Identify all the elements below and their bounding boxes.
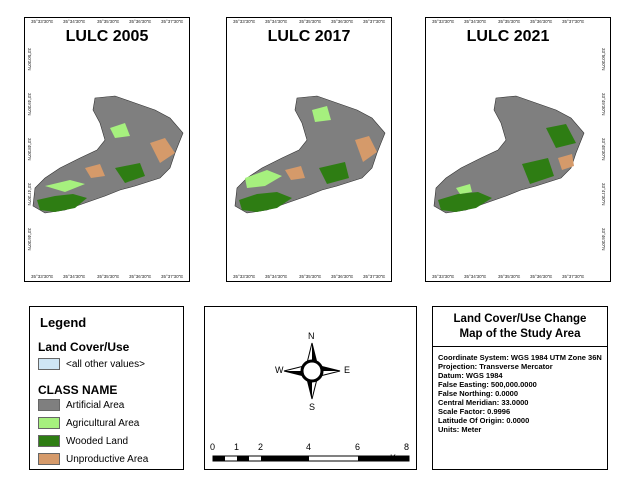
tick-top: 35°33'30"E (233, 19, 256, 24)
tick-top: 35°34'30"E (265, 19, 288, 24)
info-line: Projection: Transverse Mercator (438, 362, 553, 371)
tick-bottom: 35°34'30"E (464, 274, 487, 279)
info-line: Units: Meter (438, 425, 482, 434)
tick-right: 33°46'30"N (601, 228, 606, 251)
tick-right: 33°47'30"N (601, 183, 606, 206)
tick-top: 35°37'30"E (562, 19, 585, 24)
scale-label: 4 (306, 442, 312, 452)
legend-title: Legend (40, 315, 87, 330)
info-title: Land Cover/Use Change Map of the Study A… (453, 313, 587, 340)
legend-swatch (38, 435, 60, 447)
legend-swatch (38, 417, 60, 429)
tick-bottom: 35°35'30"E (498, 274, 521, 279)
info-line: Coordinate System: WGS 1984 UTM Zone 36N (438, 353, 602, 362)
scale-bar (212, 455, 410, 462)
info-line: False Northing: 0.0000 (438, 389, 519, 398)
legend-item: Unproductive Area (38, 452, 148, 466)
tick-bottom: 35°36'30"E (129, 274, 152, 279)
tick-top: 35°35'30"E (299, 19, 322, 24)
legend-item-other: <all other values> (38, 357, 145, 371)
scale-label: 2 (258, 442, 264, 452)
tick-bottom: 35°35'30"E (299, 274, 322, 279)
tick-top: 35°34'30"E (63, 19, 86, 24)
legend-swatch (38, 399, 60, 411)
tick-top: 35°33'30"E (432, 19, 455, 24)
info-line: Scale Factor: 0.9996 (438, 407, 511, 416)
tick-left: 33°46'30"N (27, 228, 32, 251)
scale-label: 6 (355, 442, 361, 452)
compass-e-label: E (344, 365, 351, 375)
map-panel-2005: LULC 2005 35°33'30"E 35°34'30"E 35°35'30… (24, 17, 190, 282)
legend-label: Agricultural Area (66, 417, 140, 429)
info-line: Latitude Of Origin: 0.0000 (438, 416, 530, 425)
north-arrow-scale-panel: N S W E 0 1 2 4 6 8 Km (204, 306, 417, 470)
study-area-map (32, 95, 184, 214)
map-panel-2017: LULC 2017 35°33'30"E 35°34'30"E 35°35'30… (226, 17, 392, 282)
tick-top: 35°36'30"E (331, 19, 354, 24)
tick-bottom: 35°33'30"E (31, 274, 54, 279)
tick-top: 35°34'30"E (464, 19, 487, 24)
tick-bottom: 35°36'30"E (530, 274, 553, 279)
legend-swatch (38, 358, 60, 370)
legend-label: Unproductive Area (66, 453, 149, 465)
map-title: LULC 2005 (65, 28, 149, 45)
tick-bottom: 35°34'30"E (265, 274, 288, 279)
tick-top: 35°35'30"E (97, 19, 120, 24)
info-panel: Land Cover/Use Change Map of the Study A… (432, 306, 608, 470)
tick-top: 35°33'30"E (31, 19, 54, 24)
tick-right: 33°49'30"N (601, 93, 606, 116)
divider (433, 346, 607, 347)
legend-item: Agricultural Area (38, 416, 139, 430)
scale-label: 0 (210, 442, 216, 452)
info-line: False Easting: 500,000.0000 (438, 380, 537, 389)
tick-top: 35°36'30"E (129, 19, 152, 24)
scale-label: 8 (404, 442, 410, 452)
tick-left: 33°48'30"N (27, 138, 32, 161)
tick-bottom: 35°34'30"E (63, 274, 86, 279)
legend-item: Wooded Land (38, 434, 128, 448)
tick-bottom: 35°37'30"E (363, 274, 386, 279)
legend-item: Artificial Area (38, 398, 124, 412)
tick-top: 35°35'30"E (498, 19, 521, 24)
tick-top: 35°36'30"E (530, 19, 553, 24)
tick-bottom: 35°36'30"E (331, 274, 354, 279)
tick-bottom: 35°33'30"E (432, 274, 455, 279)
legend-class-header: CLASS NAME (38, 383, 118, 397)
tick-left: 33°47'30"N (27, 183, 32, 206)
scale-label: 1 (234, 442, 240, 452)
tick-right: 33°48'30"N (601, 138, 606, 161)
map-title: LULC 2017 (267, 28, 351, 45)
map-title: LULC 2021 (466, 28, 550, 45)
compass-icon (212, 342, 410, 462)
legend-label: Wooded Land (66, 435, 129, 447)
legend-subtitle: Land Cover/Use (38, 340, 130, 354)
tick-top: 35°37'30"E (363, 19, 386, 24)
scale-unit: Km (390, 453, 404, 463)
compass-w-label: W (275, 365, 284, 375)
tick-top: 35°37'30"E (161, 19, 184, 24)
study-area-map (433, 95, 585, 214)
compass-n-label: N (308, 331, 315, 341)
info-line: Central Meridian: 33.0000 (438, 398, 529, 407)
tick-left: 33°49'30"N (27, 93, 32, 116)
legend-label: <all other values> (66, 358, 145, 370)
tick-bottom: 35°35'30"E (97, 274, 120, 279)
tick-bottom: 35°37'30"E (161, 274, 184, 279)
legend-swatch (38, 453, 60, 465)
study-area-map (234, 95, 386, 214)
tick-right: 33°50'30"N (601, 48, 606, 71)
tick-bottom: 35°33'30"E (233, 274, 256, 279)
legend-label: Artificial Area (66, 399, 125, 411)
info-line: Datum: WGS 1984 (438, 371, 503, 380)
compass-s-label: S (309, 402, 316, 412)
map-panel-2021: LULC 2021 35°33'30"E 35°34'30"E 35°35'30… (425, 17, 611, 282)
tick-left: 33°50'30"N (27, 48, 32, 71)
legend-panel: Legend Land Cover/Use <all other values>… (29, 306, 184, 470)
tick-bottom: 35°37'30"E (562, 274, 585, 279)
